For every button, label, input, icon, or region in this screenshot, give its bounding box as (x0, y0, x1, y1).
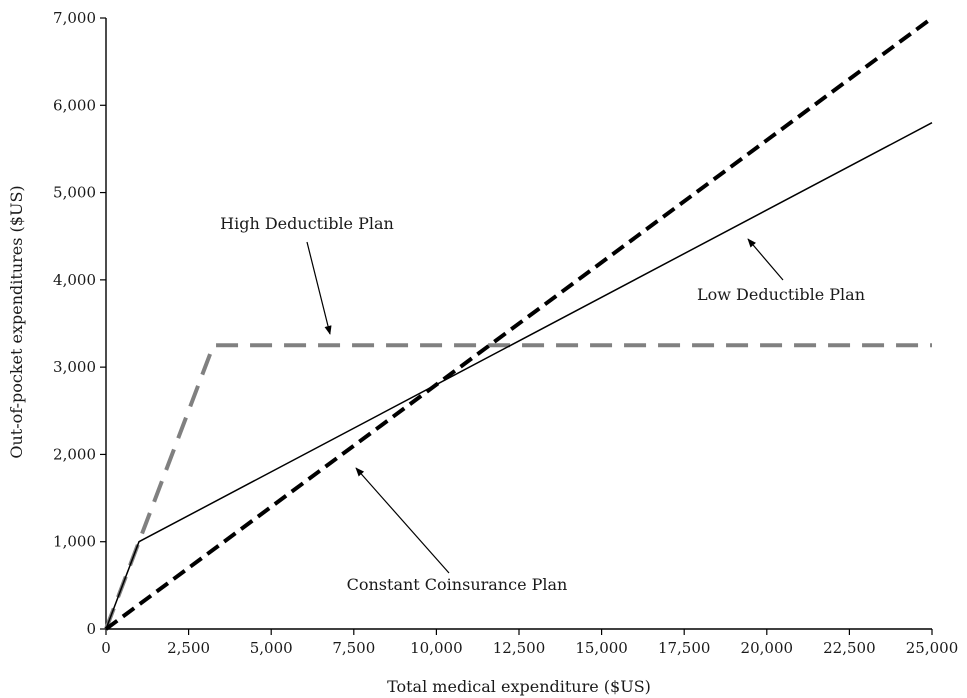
high-deductible-plan-arrow (306, 241, 332, 335)
constant-coinsurance-plan-line (104, 16, 934, 631)
high-deductible-plan-label: High Deductible Plan (220, 214, 394, 233)
low-deductible-plan-label: Low Deductible Plan (697, 285, 865, 304)
x-axis-title: Total medical expenditure ($US) (387, 677, 651, 696)
low-deductible-plan-line (105, 122, 933, 630)
x-tick-label: 22,500 (823, 639, 876, 657)
y-tick-label: 1,000 (53, 533, 96, 551)
constant-coinsurance-plan-arrow (355, 467, 450, 574)
x-tick-label: 7,500 (332, 639, 375, 657)
axes: 0 1,000 2,000 3,000 4,000 5,000 6,000 7,000 0 2,5… (53, 9, 958, 657)
y-tick-label: 0 (86, 620, 96, 638)
y-tick-label: 3,000 (53, 358, 96, 376)
series-layer (104, 16, 934, 631)
x-tick-label: 25,000 (906, 639, 959, 657)
y-tick-label: 2,000 (53, 445, 96, 463)
y-tick-label: 6,000 (53, 96, 96, 114)
x-tick-label: 17,500 (658, 639, 711, 657)
x-tick-label: 20,000 (741, 639, 794, 657)
y-tick-label: 4,000 (53, 271, 96, 289)
x-tick-label: 15,000 (575, 639, 628, 657)
x-tick-label: 2,500 (167, 639, 210, 657)
x-tick-label: 10,000 (410, 639, 463, 657)
annotations: High Deductible Plan Low Deductible Plan C… (220, 214, 865, 594)
y-tick-label: 7,000 (53, 9, 96, 27)
x-tick-label: 12,500 (493, 639, 546, 657)
constant-coinsurance-plan-label: Constant Coinsurance Plan (347, 575, 568, 594)
y-tick-label: 5,000 (53, 184, 96, 202)
x-tick-label: 0 (101, 639, 111, 657)
low-deductible-plan-arrow (747, 238, 784, 281)
y-axis-title: Out-of-pocket expenditures ($US) (7, 185, 26, 458)
x-tick-label: 5,000 (250, 639, 293, 657)
